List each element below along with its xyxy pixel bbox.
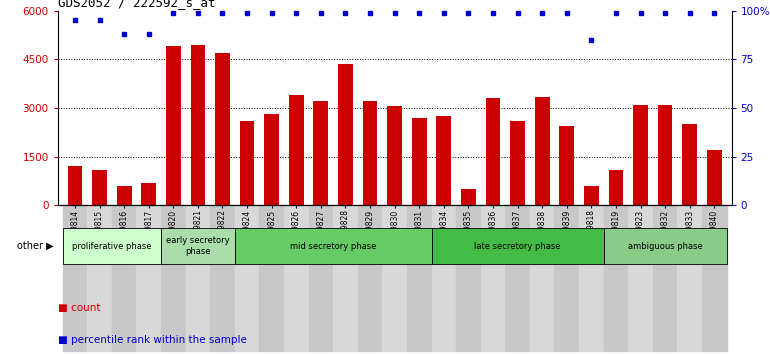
Bar xyxy=(284,205,309,351)
Bar xyxy=(678,205,702,351)
Bar xyxy=(707,150,721,205)
Text: proliferative phase: proliferative phase xyxy=(72,241,152,251)
Bar xyxy=(633,105,648,205)
Bar xyxy=(239,121,254,205)
Bar xyxy=(486,98,500,205)
Bar xyxy=(363,102,377,205)
Bar xyxy=(358,205,383,351)
Bar xyxy=(407,205,431,351)
Bar xyxy=(387,106,402,205)
Bar xyxy=(658,105,672,205)
Bar xyxy=(480,205,505,351)
Bar xyxy=(92,170,107,205)
Bar xyxy=(62,228,161,264)
Bar xyxy=(289,95,303,205)
Bar xyxy=(190,45,206,205)
Text: early secretory
phase: early secretory phase xyxy=(166,236,229,256)
Bar xyxy=(653,205,678,351)
Bar xyxy=(461,189,476,205)
Text: ■ percentile rank within the sample: ■ percentile rank within the sample xyxy=(58,335,246,345)
Bar xyxy=(579,205,604,351)
Bar xyxy=(338,64,353,205)
Bar xyxy=(136,205,161,351)
Bar xyxy=(584,186,599,205)
Bar xyxy=(215,53,230,205)
Bar xyxy=(161,205,186,351)
Text: ■ count: ■ count xyxy=(58,303,100,313)
Bar xyxy=(456,205,480,351)
Bar xyxy=(437,116,451,205)
Bar xyxy=(505,205,530,351)
Bar xyxy=(702,205,727,351)
Bar xyxy=(264,114,279,205)
Bar xyxy=(333,205,358,351)
Bar xyxy=(210,205,235,351)
Text: GDS2052 / 222592_s_at: GDS2052 / 222592_s_at xyxy=(58,0,216,10)
Bar xyxy=(530,205,554,351)
Bar xyxy=(87,205,112,351)
Bar xyxy=(235,205,259,351)
Bar xyxy=(604,228,727,264)
Text: ambiguous phase: ambiguous phase xyxy=(628,241,702,251)
Bar xyxy=(383,205,407,351)
Bar xyxy=(559,126,574,205)
Text: late secretory phase: late secretory phase xyxy=(474,241,561,251)
Bar xyxy=(431,205,456,351)
Bar xyxy=(112,205,136,351)
Bar xyxy=(535,97,550,205)
Bar xyxy=(511,121,525,205)
Bar xyxy=(235,228,431,264)
Bar xyxy=(608,170,623,205)
Bar xyxy=(117,186,132,205)
Bar xyxy=(166,46,181,205)
Bar xyxy=(313,102,328,205)
Bar xyxy=(604,205,628,351)
Bar xyxy=(682,124,697,205)
Bar xyxy=(431,228,604,264)
Bar xyxy=(68,166,82,205)
Bar xyxy=(628,205,653,351)
Bar xyxy=(412,118,427,205)
Bar xyxy=(309,205,333,351)
Text: mid secretory phase: mid secretory phase xyxy=(290,241,377,251)
Bar xyxy=(62,205,87,351)
Bar xyxy=(161,228,235,264)
Bar xyxy=(186,205,210,351)
Text: other ▶: other ▶ xyxy=(17,241,54,251)
Bar xyxy=(142,183,156,205)
Bar xyxy=(259,205,284,351)
Bar xyxy=(554,205,579,351)
